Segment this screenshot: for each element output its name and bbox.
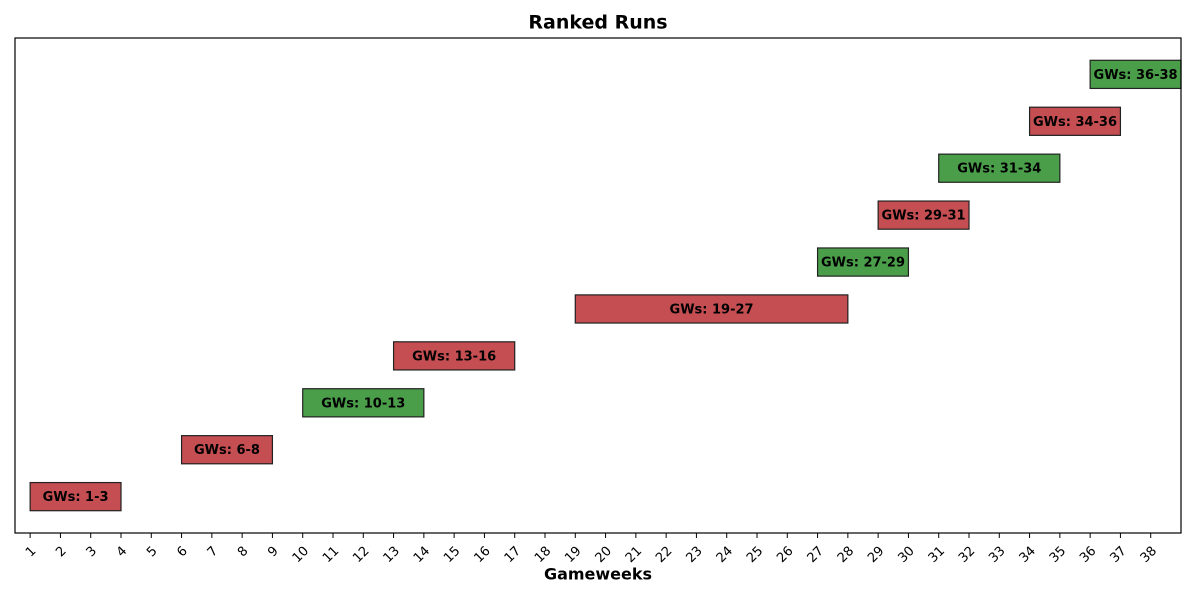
x-tick-label: 2	[53, 544, 69, 560]
x-tick-label: 5	[144, 544, 160, 560]
x-tick-label: 35	[1047, 544, 1069, 566]
run-bar	[1028, 106, 1122, 136]
x-tick-label: 32	[956, 544, 978, 566]
x-axis-label: Gameweeks	[544, 565, 652, 584]
run-label: GWs: 1-3	[43, 490, 109, 505]
x-tick-label: 33	[986, 544, 1008, 566]
x-tick-label: 7	[205, 544, 221, 560]
x-tick-label: 16	[471, 544, 493, 566]
run-label: GWs: 34-36	[1033, 115, 1117, 130]
run-label: GWs: 29-31	[882, 209, 966, 224]
run-label: GWs: 10-13	[321, 396, 405, 411]
run-bar	[29, 481, 122, 512]
x-tick-label: 26	[774, 544, 796, 566]
run-label: GWs: 6-8	[194, 443, 260, 458]
x-tick-label: 37	[1107, 544, 1129, 566]
x-tick-label: 36	[1077, 544, 1099, 566]
plot-frame	[14, 37, 1182, 534]
run-label: GWs: 31-34	[957, 162, 1041, 177]
x-tick-label: 28	[835, 544, 857, 566]
x-tick-label: 18	[532, 544, 554, 566]
x-tick-label: 6	[174, 544, 190, 560]
x-tick-label: 19	[562, 544, 584, 566]
x-tick-label: 9	[265, 544, 281, 560]
run-bar	[574, 294, 849, 324]
x-tick-label: 14	[411, 544, 433, 566]
x-tick-label: 24	[714, 544, 736, 566]
x-tick-label: 25	[744, 544, 766, 566]
x-tick-label: 21	[623, 544, 645, 566]
x-tick-label: 23	[683, 544, 705, 566]
x-tick-label: 13	[381, 544, 403, 566]
run-bar	[302, 388, 425, 418]
x-tick-label: 22	[653, 544, 675, 566]
run-label: GWs: 27-29	[821, 256, 905, 271]
x-tick-label: 3	[84, 544, 100, 560]
run-bar	[1089, 59, 1182, 90]
run-bar	[938, 153, 1061, 183]
run-label: GWs: 13-16	[412, 349, 496, 364]
x-tick-label: 29	[865, 544, 887, 566]
x-tick-label: 30	[895, 544, 917, 566]
x-tick-label: 11	[320, 544, 342, 566]
x-tick-label: 4	[114, 544, 130, 560]
x-tick-label: 20	[593, 544, 615, 566]
x-tick-label: 10	[290, 544, 312, 566]
run-label: GWs: 19-27	[670, 302, 754, 317]
run-bar	[816, 247, 910, 277]
run-bar	[392, 341, 516, 371]
x-tick-label: 34	[1017, 544, 1039, 566]
x-tick-label: 1	[23, 544, 39, 560]
x-tick-label: 31	[926, 544, 948, 566]
run-bar	[180, 435, 274, 465]
chart-title: Ranked Runs	[528, 12, 667, 34]
x-tick-label: 8	[235, 544, 251, 560]
run-bar	[877, 200, 970, 230]
x-tick-label: 12	[350, 544, 372, 566]
run-label: GWs: 36-38	[1094, 68, 1178, 83]
x-tick-label: 15	[441, 544, 463, 566]
x-tick-label: 38	[1138, 544, 1160, 566]
x-tick-label: 17	[502, 544, 524, 566]
x-tick-label: 27	[805, 544, 827, 566]
